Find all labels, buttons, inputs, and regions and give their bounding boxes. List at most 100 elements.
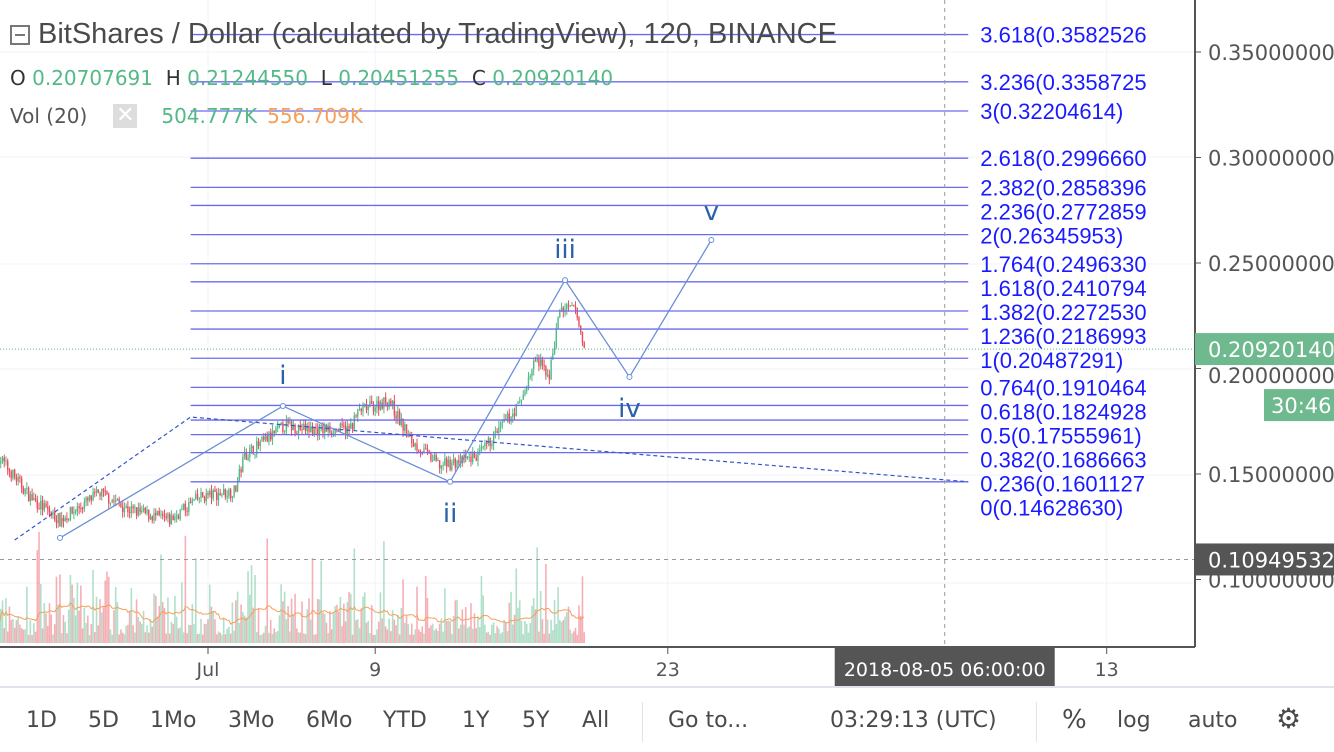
volume-bar	[438, 623, 441, 643]
candle-body	[571, 304, 573, 306]
range-ytd-button[interactable]: YTD	[383, 707, 427, 733]
candle-body	[559, 309, 561, 317]
volume-bar	[22, 629, 25, 643]
volume-bar	[200, 618, 202, 643]
candle-body	[242, 457, 244, 473]
elliott-wave-line	[59, 239, 712, 539]
volume-bar	[431, 623, 434, 643]
wave-point	[626, 373, 633, 380]
candle-body	[515, 404, 517, 416]
volume-bar	[579, 615, 582, 643]
volume-bar	[247, 571, 249, 643]
volume-bar	[165, 633, 167, 643]
candle-body	[416, 443, 418, 451]
volume-bar	[503, 619, 505, 643]
candle-body	[214, 489, 216, 493]
candle-body	[243, 452, 246, 458]
collapse-legend-icon[interactable]	[10, 24, 30, 45]
go-to-date-button[interactable]: Go to...	[668, 707, 749, 733]
candle-body	[343, 425, 345, 427]
candle-body	[583, 342, 585, 348]
volume-bar	[447, 620, 450, 643]
range-6mo-button[interactable]: 6Mo	[306, 707, 353, 733]
candle-body	[69, 507, 72, 519]
volume-bar	[562, 620, 565, 643]
range-5d-button[interactable]: 5D	[88, 707, 119, 733]
volume-bar	[276, 630, 279, 643]
volume-bar	[499, 633, 502, 643]
volume-bar	[572, 631, 575, 643]
utc-clock[interactable]: 03:29:13 (UTC)	[830, 707, 997, 733]
volume-bar	[36, 550, 39, 643]
candle-body	[560, 307, 563, 310]
volume-bar	[252, 607, 255, 643]
candle-body	[367, 406, 369, 411]
volume-bar	[426, 597, 429, 643]
candle-body	[41, 500, 44, 510]
high-label: H	[165, 66, 181, 90]
candle-body	[278, 424, 281, 426]
fib-level-label: 1.382(0.2272530	[980, 300, 1146, 325]
candle-body	[139, 507, 141, 513]
volume-bar	[53, 624, 56, 643]
volume-bar	[240, 604, 242, 643]
candle-body	[148, 509, 150, 520]
candle-body	[536, 359, 538, 361]
volume-bar	[137, 616, 140, 643]
candle-body	[519, 401, 521, 403]
remove-volume-close-icon[interactable]: ✕	[113, 104, 138, 128]
candle-body	[475, 457, 477, 461]
candle-body	[125, 506, 127, 509]
gear-icon[interactable]: ⚙	[1276, 702, 1302, 735]
fib-level-label: 2.618(0.2996660	[980, 146, 1146, 171]
volume-bar	[290, 598, 293, 643]
candle-body	[428, 450, 430, 453]
candle-body	[276, 425, 279, 428]
candle-body	[33, 498, 35, 501]
auto-scale-toggle[interactable]: auto	[1188, 707, 1238, 733]
candle-body	[170, 515, 173, 525]
candle-body	[313, 427, 315, 435]
candle-body	[425, 448, 427, 450]
range-5y-button[interactable]: 5Y	[522, 707, 550, 733]
range-1y-button[interactable]: 1Y	[462, 707, 490, 733]
candle-body	[529, 376, 531, 378]
candle-body	[553, 346, 556, 354]
candle-body	[546, 374, 549, 376]
volume-bar	[123, 634, 126, 643]
volume-bar	[163, 608, 166, 643]
volume-bar	[6, 631, 9, 643]
candle-body	[135, 507, 138, 516]
wave-label-v: v	[704, 197, 719, 227]
volume-bar	[388, 618, 390, 643]
volume-bar	[116, 602, 119, 643]
log-scale-toggle[interactable]: log	[1117, 707, 1151, 733]
volume-bar	[583, 632, 585, 643]
volume-bar	[445, 620, 448, 643]
range-3mo-button[interactable]: 3Mo	[228, 707, 275, 733]
candle-body	[498, 426, 500, 434]
price-tick-label: 0.35000000	[1208, 41, 1334, 65]
volume-bar	[113, 609, 115, 643]
volume-bar	[511, 624, 514, 643]
candle-body	[26, 487, 28, 489]
candle-body	[566, 304, 568, 310]
channel-line	[14, 416, 969, 541]
volume-bar	[191, 604, 194, 643]
range-all-button[interactable]: All	[582, 707, 610, 733]
wave-point	[279, 403, 286, 410]
candle-body	[54, 511, 56, 521]
percent-scale-toggle[interactable]: %	[1062, 705, 1087, 735]
candle-body	[318, 425, 321, 436]
volume-bar	[581, 576, 584, 643]
range-1mo-button[interactable]: 1Mo	[150, 707, 197, 733]
candle-body	[513, 413, 516, 416]
candle-body	[308, 425, 310, 432]
price-chart[interactable]: 3.618(0.3582526 3.236(0.3358725 3(0.322046…	[0, 0, 1334, 686]
volume-bar	[294, 593, 296, 643]
volume-bar	[41, 628, 44, 643]
candle-body	[250, 446, 253, 449]
volume-bar	[539, 590, 542, 643]
range-1d-button[interactable]: 1D	[26, 707, 57, 733]
volume-bar	[456, 599, 458, 643]
